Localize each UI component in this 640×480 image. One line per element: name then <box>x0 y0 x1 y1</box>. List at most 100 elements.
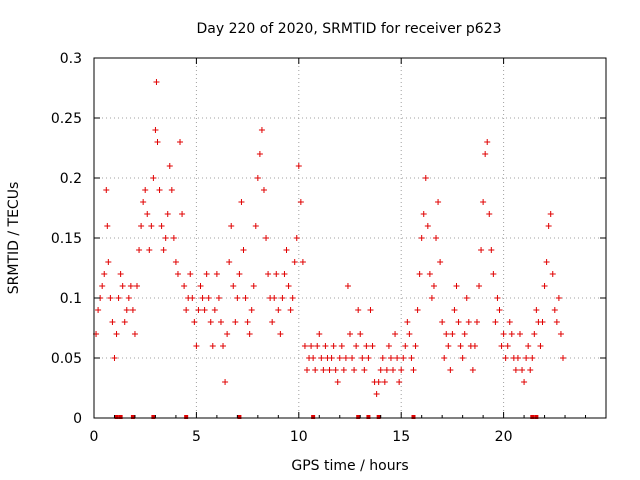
data-point <box>187 271 194 277</box>
data-point <box>326 367 333 373</box>
data-point <box>123 307 130 313</box>
data-point <box>347 331 353 337</box>
data-point <box>541 283 548 289</box>
data-point <box>365 355 372 361</box>
data-point <box>502 355 509 361</box>
data-point <box>530 415 535 419</box>
data-point <box>246 331 253 337</box>
data-point <box>355 307 362 313</box>
data-point <box>416 271 423 277</box>
data-point <box>189 295 196 301</box>
x-tick-label: 5 <box>192 429 201 445</box>
data-point <box>146 247 153 253</box>
data-point <box>383 367 390 373</box>
data-point <box>138 223 145 229</box>
data-point <box>314 343 321 349</box>
data-point <box>142 187 149 193</box>
data-point <box>328 355 335 361</box>
data-point <box>103 187 110 193</box>
y-tick-label: 0.25 <box>51 111 82 127</box>
data-point <box>533 307 540 313</box>
data-point <box>209 343 216 349</box>
data-point <box>118 415 123 419</box>
data-point <box>297 199 304 205</box>
y-tick-label: 0.05 <box>51 351 82 367</box>
data-point <box>412 343 419 349</box>
y-tick-label: 0.1 <box>60 291 82 307</box>
data-point <box>228 223 235 229</box>
data-point <box>334 379 341 385</box>
data-point <box>158 223 165 229</box>
data-point <box>160 247 167 253</box>
data-point <box>545 223 552 229</box>
data-point <box>260 187 267 193</box>
data-point <box>514 355 521 361</box>
data-point <box>342 355 349 361</box>
data-point <box>547 211 554 217</box>
data-point <box>376 415 381 419</box>
x-tick-label: 0 <box>90 429 99 445</box>
data-point <box>357 331 364 337</box>
y-tick-label: 0.2 <box>60 171 82 187</box>
data-point <box>463 295 470 301</box>
data-point <box>500 331 507 337</box>
y-tick-label: 0.3 <box>60 51 82 67</box>
data-point <box>402 343 409 349</box>
data-point <box>95 307 102 313</box>
data-point <box>273 271 280 277</box>
data-point <box>476 283 483 289</box>
data-point <box>422 175 429 181</box>
y-tick-label: 0 <box>73 411 82 427</box>
data-point <box>553 319 560 325</box>
x-tick-label: 15 <box>392 429 410 445</box>
data-point <box>488 247 495 253</box>
data-point <box>504 343 511 349</box>
data-point <box>484 139 491 145</box>
data-point <box>408 355 415 361</box>
data-point <box>549 271 556 277</box>
data-point <box>344 283 351 289</box>
data-point <box>498 343 505 349</box>
data-point <box>129 307 136 313</box>
data-point <box>131 331 138 337</box>
data-point <box>254 175 261 181</box>
data-point <box>172 259 179 265</box>
data-point <box>551 307 558 313</box>
data-point <box>271 295 278 301</box>
data-point <box>226 259 233 265</box>
data-point <box>363 343 370 349</box>
data-point <box>114 415 119 419</box>
data-point <box>543 259 550 265</box>
data-point <box>285 283 292 289</box>
data-point <box>473 319 480 325</box>
data-point <box>136 247 143 253</box>
data-point <box>435 199 442 205</box>
x-axis-label: GPS time / hours <box>291 458 408 474</box>
data-point <box>295 163 302 169</box>
data-point <box>330 343 337 349</box>
data-point <box>179 211 186 217</box>
data-point <box>283 247 290 253</box>
data-point <box>428 295 435 301</box>
data-point <box>256 151 263 157</box>
data-point <box>177 139 184 145</box>
data-point <box>310 355 317 361</box>
data-point <box>263 235 270 241</box>
data-point <box>224 331 231 337</box>
data-point <box>486 211 493 217</box>
data-point <box>113 331 120 337</box>
data-point <box>232 319 239 325</box>
data-point <box>230 283 237 289</box>
data-point <box>559 355 566 361</box>
data-point <box>191 319 198 325</box>
data-point <box>557 331 564 337</box>
data-point <box>392 331 399 337</box>
data-point <box>121 319 128 325</box>
data-point <box>447 367 454 373</box>
data-point <box>534 415 539 419</box>
data-point <box>237 415 242 419</box>
data-point <box>443 331 450 337</box>
data-point <box>349 355 356 361</box>
data-point <box>373 391 380 397</box>
data-point <box>320 367 327 373</box>
